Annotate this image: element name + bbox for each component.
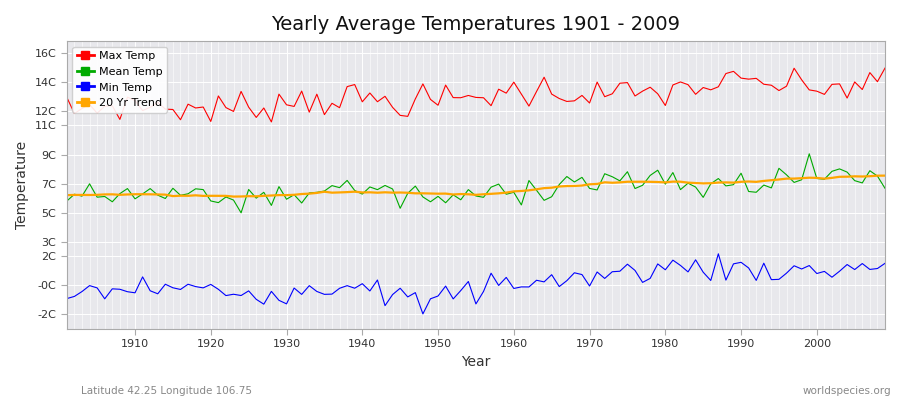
20 Yr Trend	[228, 194, 238, 199]
Line: Max Temp: Max Temp	[67, 68, 885, 122]
Mean Temp	[804, 151, 814, 156]
20 Yr Trend	[879, 173, 890, 178]
20 Yr Trend	[516, 188, 526, 193]
Max Temp	[61, 95, 72, 100]
Min Temp	[516, 284, 526, 289]
20 Yr Trend	[296, 192, 307, 196]
20 Yr Trend	[122, 192, 133, 197]
Text: Latitude 42.25 Longitude 106.75: Latitude 42.25 Longitude 106.75	[81, 386, 252, 396]
Mean Temp	[61, 199, 72, 204]
Max Temp	[516, 92, 526, 96]
Title: Yearly Average Temperatures 1901 - 2009: Yearly Average Temperatures 1901 - 2009	[272, 15, 680, 34]
Min Temp	[334, 286, 345, 291]
Y-axis label: Temperature: Temperature	[15, 141, 29, 229]
Mean Temp	[508, 190, 519, 195]
Mean Temp	[342, 178, 353, 183]
Max Temp	[342, 84, 353, 89]
Min Temp	[289, 286, 300, 290]
Max Temp	[122, 95, 133, 100]
Mean Temp	[607, 174, 617, 179]
Min Temp	[418, 312, 428, 316]
Legend: Max Temp, Mean Temp, Min Temp, 20 Yr Trend: Max Temp, Mean Temp, Min Temp, 20 Yr Tre…	[72, 47, 167, 113]
20 Yr Trend	[61, 193, 72, 198]
Line: Min Temp: Min Temp	[67, 254, 885, 314]
Mean Temp	[879, 186, 890, 191]
Min Temp	[713, 252, 724, 256]
Min Temp	[879, 261, 890, 266]
Mean Temp	[122, 186, 133, 191]
Line: 20 Yr Trend: 20 Yr Trend	[67, 176, 885, 196]
Min Temp	[122, 289, 133, 294]
Mean Temp	[296, 200, 307, 205]
Min Temp	[508, 286, 519, 291]
Min Temp	[607, 269, 617, 274]
20 Yr Trend	[508, 189, 519, 194]
Max Temp	[607, 92, 617, 96]
X-axis label: Year: Year	[461, 355, 491, 369]
Mean Temp	[236, 210, 247, 215]
Max Temp	[879, 66, 890, 70]
Text: worldspecies.org: worldspecies.org	[803, 386, 891, 396]
Mean Temp	[516, 202, 526, 207]
Max Temp	[508, 80, 519, 84]
20 Yr Trend	[607, 180, 617, 185]
Max Temp	[266, 120, 277, 124]
Max Temp	[296, 89, 307, 94]
Min Temp	[61, 296, 72, 301]
Line: Mean Temp: Mean Temp	[67, 154, 885, 213]
20 Yr Trend	[342, 190, 353, 194]
